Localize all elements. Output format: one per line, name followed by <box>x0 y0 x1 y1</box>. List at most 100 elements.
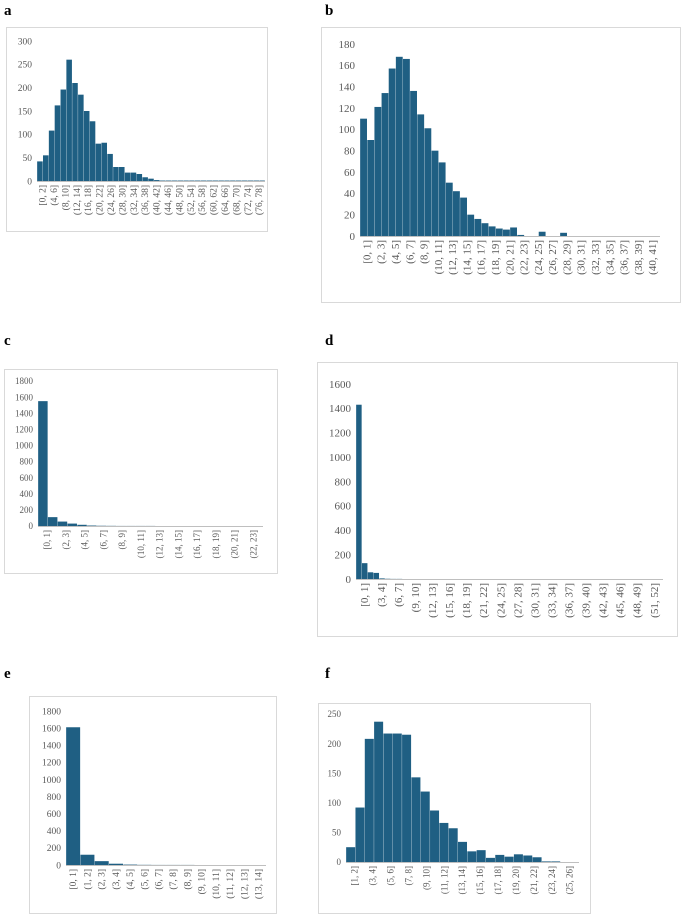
histogram-bar <box>83 111 90 181</box>
y-tick-label: 100 <box>339 124 356 136</box>
y-tick-label: 600 <box>335 501 352 513</box>
x-tick-label: (10, 11] <box>433 240 445 274</box>
y-tick-label: 1600 <box>329 379 352 391</box>
histogram-bar <box>379 578 385 579</box>
x-tick-label: (24, 26] <box>106 185 117 215</box>
histogram-bar <box>360 118 367 236</box>
x-tick-label: (19, 20] <box>511 866 521 895</box>
histogram-bar <box>532 857 542 862</box>
histogram-bar <box>361 563 368 579</box>
y-tick-label: 60 <box>344 167 356 179</box>
x-tick-label: (6, 7] <box>98 530 108 550</box>
x-tick-label: (18, 19] <box>211 530 221 559</box>
x-tick-label: (36, 37] <box>619 240 631 275</box>
histogram-bar <box>420 791 430 862</box>
histogram-bar <box>54 105 61 181</box>
x-tick-label: (3, 4] <box>111 869 122 890</box>
y-tick-label: 80 <box>344 146 356 158</box>
y-tick-label: 200 <box>335 549 352 561</box>
x-tick-label: (20, 22] <box>95 185 106 215</box>
x-tick-label: [0, 1] <box>361 240 373 264</box>
histogram-bar <box>113 167 119 181</box>
histogram-bar <box>95 143 102 181</box>
y-tick-label: 0 <box>29 521 34 531</box>
histogram-bar <box>438 162 446 236</box>
histogram-c-svg: 0 200 400 600 800 1000 1200 1400 1600 1800 [0, 1] (… <box>15 376 263 559</box>
histogram-bar <box>474 218 482 236</box>
x-tick-label: (25, 26] <box>565 866 575 895</box>
x-tick-label: (20, 21] <box>504 240 516 275</box>
y-tick-label: 1800 <box>42 707 61 717</box>
y-tick-label: 400 <box>335 525 352 537</box>
x-tick-label: (8, 9] <box>182 869 193 890</box>
x-tick-label: (5, 6] <box>139 869 150 890</box>
x-tick-label: (22, 23] <box>248 530 258 559</box>
histogram-bar <box>60 89 67 181</box>
x-tick-label: (4, 5] <box>125 869 136 890</box>
y-tick-label: 1400 <box>42 742 61 752</box>
histogram-c: 0 200 400 600 800 1000 1200 1400 1600 1800 [0, 1] (… <box>4 369 278 574</box>
panel-label-f: f <box>325 666 330 682</box>
histogram-bar <box>148 178 154 181</box>
x-tick-label: (28, 30] <box>117 185 128 215</box>
x-tick-label: (4, 5] <box>80 530 90 550</box>
x-tick-label: (6, 7] <box>404 240 416 264</box>
x-tick-label: (16, 17] <box>476 240 488 275</box>
histogram-bar <box>124 172 131 181</box>
histogram-bar <box>356 404 362 579</box>
x-tick-label: (7, 8] <box>403 866 413 886</box>
y-tick-label: 100 <box>328 798 342 808</box>
histogram-bar <box>481 223 489 236</box>
x-tick-label: (36, 38] <box>140 185 151 215</box>
histogram-bar <box>460 197 467 236</box>
histogram-bar <box>457 841 468 862</box>
x-tick-label: (51, 52] <box>649 583 661 618</box>
x-tick-label: (33, 34] <box>546 583 558 618</box>
y-tick-label: 150 <box>328 768 342 778</box>
histogram-bar <box>130 172 137 181</box>
x-tick-label: (6, 7] <box>154 869 165 890</box>
histogram-bar <box>411 777 421 862</box>
x-tick-label: (3, 4] <box>376 583 388 607</box>
histogram-bar <box>485 857 495 862</box>
y-tick-label: 200 <box>20 505 34 515</box>
histogram-bar <box>541 861 551 862</box>
histogram-bar <box>467 851 477 862</box>
histogram-bar <box>78 94 84 181</box>
x-tick-label: (11, 12] <box>225 869 236 899</box>
y-tick-label: 50 <box>332 828 342 838</box>
x-tick-label: (48, 49] <box>632 583 644 618</box>
x-tick-label: (21, 22] <box>478 583 490 618</box>
y-tick-label: 1400 <box>15 408 34 418</box>
histogram-bar <box>476 850 486 862</box>
y-tick-label: 0 <box>337 857 342 867</box>
histogram-bar <box>439 822 449 862</box>
x-tick-label: (10, 11] <box>136 530 146 558</box>
x-tick-label: (28, 29] <box>561 240 573 275</box>
x-tick-label: (2, 3] <box>376 240 388 264</box>
x-tick-label: (4, 6] <box>49 185 60 206</box>
y-tick-label: 800 <box>47 793 62 803</box>
x-tick-label: (64, 66] <box>220 185 231 215</box>
x-tick-label: (9, 10] <box>197 869 208 894</box>
y-tick-label: 200 <box>328 739 342 749</box>
x-tick-label: (8, 9] <box>117 530 127 550</box>
histogram-bar <box>57 521 68 526</box>
histogram-b-svg: 0 20 40 60 80 100 120 140 160 180 [0, 1] (2, 3] (4, … <box>339 39 660 275</box>
histogram-bar <box>430 810 440 862</box>
histogram-bar <box>395 56 403 236</box>
histogram-bar <box>374 721 384 862</box>
x-tick-label: (5, 6] <box>386 866 396 886</box>
y-tick-label: 180 <box>339 39 356 51</box>
x-tick-label: (52, 54] <box>186 185 197 215</box>
histogram-bar <box>136 174 143 181</box>
y-tick-label: 0 <box>350 231 356 243</box>
x-tick-label: (18, 19] <box>490 240 502 275</box>
histogram-bar <box>513 854 523 862</box>
histogram-bar <box>109 863 123 865</box>
y-tick-label: 140 <box>339 82 356 94</box>
x-tick-label: (24, 25] <box>495 583 507 618</box>
y-tick-label: 150 <box>18 107 33 117</box>
y-tick-label: 800 <box>335 476 352 488</box>
